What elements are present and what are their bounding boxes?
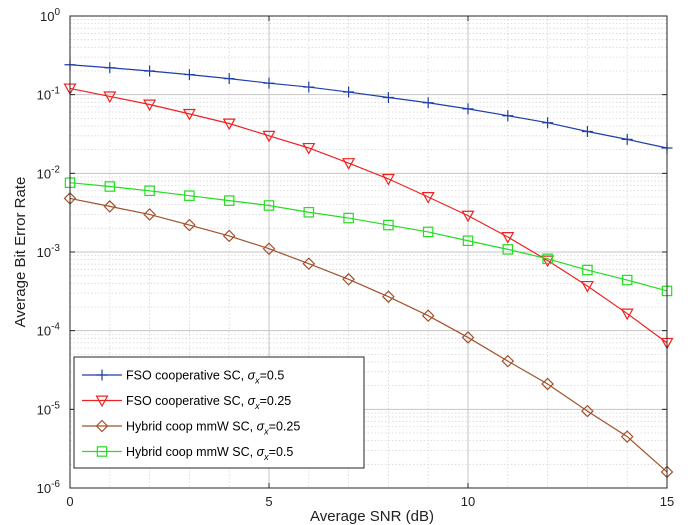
- data-point: [263, 200, 275, 211]
- x-axis-title: Average SNR (dB): [310, 508, 434, 525]
- data-point: [541, 377, 554, 391]
- legend-marker: [96, 446, 108, 457]
- data-point: [580, 280, 594, 293]
- data-point: [461, 331, 475, 344]
- legend-entry: FSO cooperative SC, σx=0.5: [82, 369, 284, 386]
- data-point: [502, 244, 514, 255]
- series-2: [63, 83, 674, 350]
- data-point: [222, 229, 236, 243]
- data-point: [343, 86, 355, 98]
- data-point: [144, 65, 156, 77]
- x-tick-label: 5: [265, 494, 272, 509]
- legend-label: FSO cooperative SC, σx=0.5: [126, 369, 284, 386]
- legend-marker: [95, 419, 109, 433]
- data-point: [541, 255, 555, 268]
- data-point: [421, 309, 435, 323]
- data-point: [462, 235, 474, 247]
- data-point: [581, 126, 593, 138]
- data-point: [542, 253, 553, 265]
- data-point: [621, 274, 633, 286]
- legend-entry: Hybrid coop mmW SC, σx=0.25: [82, 420, 300, 437]
- data-point: [303, 81, 315, 93]
- data-point: [104, 181, 116, 192]
- x-tick-label: 0: [66, 494, 73, 509]
- data-point: [182, 108, 196, 121]
- series-layer: [63, 59, 674, 479]
- series-line: [69, 182, 668, 292]
- y-tick-label: 10-2: [37, 164, 61, 181]
- legend-marker: [96, 369, 108, 381]
- data-point: [183, 69, 195, 81]
- data-point: [501, 232, 515, 244]
- data-point: [103, 200, 117, 213]
- data-point: [184, 190, 195, 201]
- data-point: [262, 242, 276, 256]
- data-point: [381, 173, 395, 186]
- legend-label: Hybrid coop mmW SC, σx=0.25: [126, 420, 300, 437]
- data-point: [620, 308, 634, 321]
- data-point: [302, 142, 316, 155]
- data-point: [620, 430, 634, 443]
- legend-marker: [95, 395, 109, 408]
- data-point: [183, 218, 196, 232]
- data-point: [421, 192, 435, 204]
- data-point: [462, 103, 474, 115]
- data-point: [581, 404, 594, 418]
- y-tick-label: 10-4: [37, 322, 61, 339]
- data-point: [263, 77, 275, 89]
- legend-entry: FSO cooperative SC, σx=0.25: [82, 394, 291, 411]
- data-point: [262, 130, 276, 143]
- data-point: [103, 91, 117, 104]
- y-axis-title: Average Bit Error Rate: [12, 177, 29, 328]
- data-point: [461, 210, 475, 223]
- series-3: [63, 192, 674, 479]
- series-line: [69, 87, 668, 344]
- y-tick-label: 100: [40, 7, 60, 24]
- legend-entry: Hybrid coop mmW SC, σx=0.5: [82, 445, 293, 462]
- data-point: [143, 99, 157, 112]
- data-point: [222, 118, 236, 131]
- y-tick-label: 10-1: [37, 86, 61, 103]
- data-point: [422, 97, 434, 109]
- x-tick-label: 15: [660, 494, 674, 509]
- legend-box: [73, 356, 365, 469]
- series-line: [69, 197, 668, 473]
- data-point: [501, 354, 515, 368]
- legend: FSO cooperative SC, σx=0.5 FSO cooperativ…: [73, 356, 365, 469]
- data-point: [303, 206, 315, 218]
- data-point: [143, 208, 156, 221]
- data-point: [144, 185, 155, 197]
- legend-label: Hybrid coop mmW SC, σx=0.5: [126, 445, 293, 462]
- data-point: [621, 133, 633, 145]
- data-point: [502, 110, 514, 122]
- data-point: [383, 219, 394, 231]
- data-point: [342, 158, 356, 170]
- data-point: [343, 212, 354, 224]
- y-tick-label: 10-5: [37, 400, 61, 417]
- data-point: [422, 226, 434, 238]
- data-point: [223, 195, 235, 206]
- data-point: [104, 62, 116, 74]
- x-tick-label: 10: [461, 494, 475, 509]
- data-point: [302, 257, 316, 271]
- axis-ticks: 0 5 10 15 10-6 10-5 10-4 10-3 10-2 10-1 100: [37, 7, 675, 509]
- data-point: [223, 73, 235, 85]
- legend-label: FSO cooperative SC, σx=0.25: [126, 394, 291, 411]
- data-point: [382, 92, 394, 104]
- data-point: [342, 272, 355, 286]
- y-tick-label: 10-6: [37, 479, 61, 496]
- y-tick-label: 10-3: [37, 243, 61, 260]
- data-point: [542, 117, 554, 129]
- data-point: [582, 264, 593, 276]
- series-line: [69, 64, 668, 149]
- data-point: [382, 290, 395, 304]
